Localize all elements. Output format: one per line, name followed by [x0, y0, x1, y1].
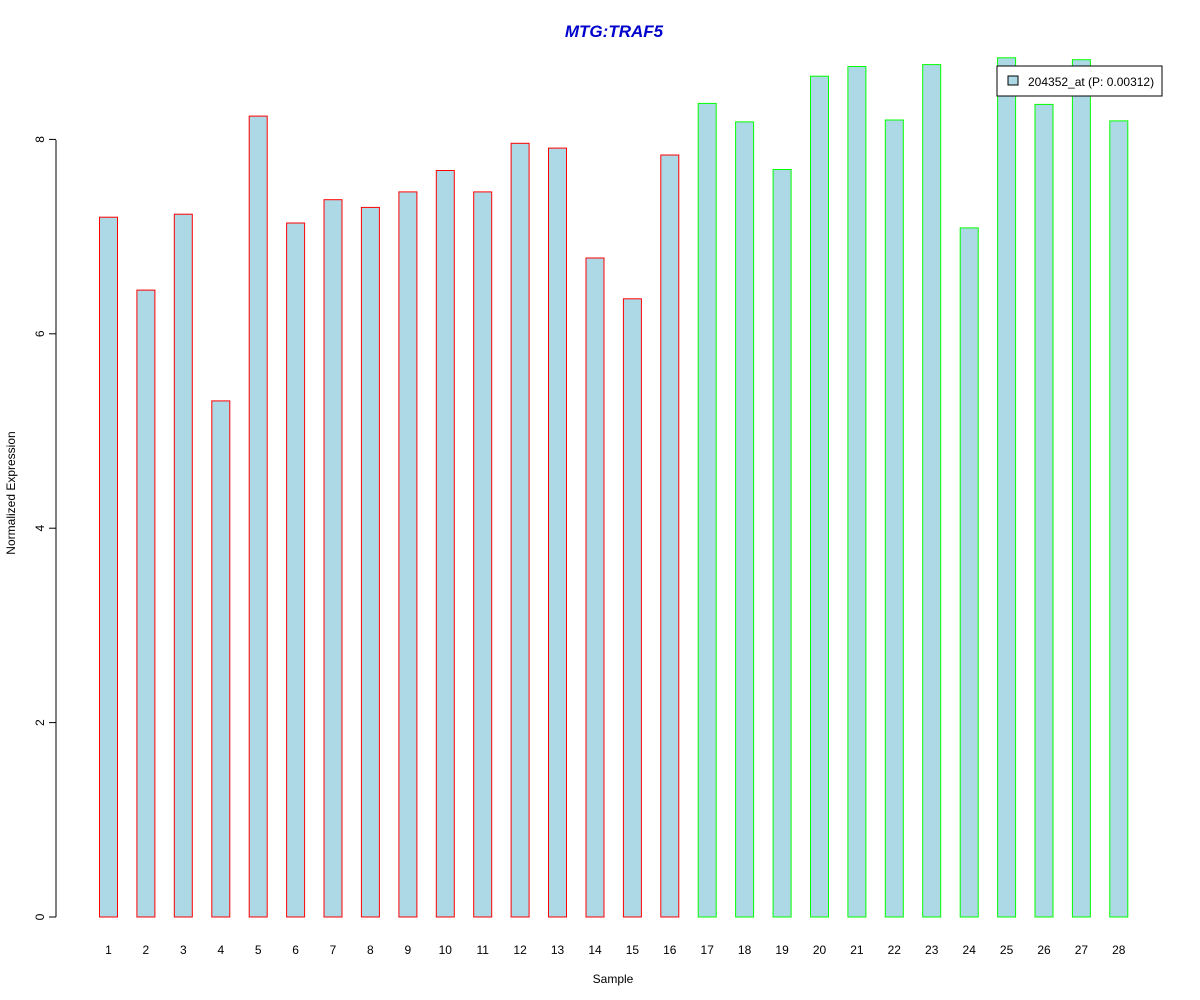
bars-group: [99, 57, 1129, 918]
x-tick-label: 9: [405, 943, 412, 957]
x-tick-label: 3: [180, 943, 187, 957]
bar-sample-28: [1109, 120, 1129, 918]
y-axis: 0 2 4 6 8: [33, 136, 57, 920]
legend-swatch: [1007, 75, 1019, 86]
x-tick-label: 2: [143, 943, 150, 957]
bar-sample-22: [884, 119, 904, 918]
x-tick-label: 10: [439, 943, 453, 957]
chart-title: MTG:TRAF5: [565, 22, 664, 41]
x-tick-label: 28: [1112, 943, 1126, 957]
legend-label: 204352_at (P: 0.00312): [1028, 75, 1154, 89]
x-tick-label: 22: [888, 943, 902, 957]
x-tick-label: 12: [513, 943, 527, 957]
y-tick-label: 4: [33, 525, 47, 532]
bar-sample-27: [1071, 59, 1091, 918]
bar-sample-20: [810, 75, 829, 918]
bar-sample-4: [211, 400, 231, 918]
y-tick-label: 6: [33, 330, 47, 337]
x-tick-label: 26: [1037, 943, 1051, 957]
y-tick-label: 0: [33, 913, 47, 920]
bar-sample-7: [323, 199, 343, 918]
y-tick-label: 2: [33, 719, 47, 726]
x-tick-label: 23: [925, 943, 939, 957]
x-tick-label: 24: [963, 943, 977, 957]
y-tick-label: 8: [33, 136, 47, 143]
bar-sample-11: [473, 191, 493, 918]
bar-sample-14: [585, 257, 605, 918]
y-axis-title: Normalized Expression: [4, 431, 18, 554]
bar-sample-24: [959, 227, 979, 918]
x-tick-label: 7: [330, 943, 337, 957]
bar-sample-2: [136, 289, 156, 918]
x-axis-title: Sample: [593, 972, 634, 986]
x-tick-label: 8: [367, 943, 374, 957]
x-tick-label: 14: [588, 943, 602, 957]
x-tick-label: 13: [551, 943, 565, 957]
x-tick-label: 21: [850, 943, 864, 957]
bar-sample-13: [548, 147, 567, 918]
bar-sample-15: [622, 298, 642, 918]
legend-box: [996, 65, 1163, 97]
x-tick-labels: 1 2 3 4 5 6 7 8 9 10 11 12 13 14 15 16 17 18 19 20 21 22 23 24 2…: [105, 943, 1126, 957]
x-tick-label: 17: [701, 943, 715, 957]
x-tick-label: 1: [105, 943, 112, 957]
bar-sample-17: [697, 102, 717, 918]
x-tick-label: 11: [476, 943, 489, 957]
bar-sample-5: [248, 115, 268, 918]
x-tick-label: 6: [292, 943, 299, 957]
bar-sample-25: [997, 57, 1017, 918]
x-tick-label: 15: [626, 943, 640, 957]
x-tick-label: 27: [1075, 943, 1089, 957]
x-tick-label: 20: [813, 943, 827, 957]
x-tick-label: 18: [738, 943, 752, 957]
bar-sample-23: [922, 64, 942, 918]
x-tick-label: 16: [663, 943, 677, 957]
x-tick-label: 5: [255, 943, 262, 957]
bar-sample-10: [435, 170, 455, 918]
bar-sample-9: [398, 191, 418, 918]
bar-sample-19: [772, 169, 792, 918]
bar-sample-26: [1034, 103, 1054, 918]
bar-sample-6: [286, 222, 306, 918]
bar-sample-1: [99, 216, 118, 918]
bar-sample-21: [847, 66, 867, 918]
bar-sample-18: [735, 121, 755, 918]
x-tick-label: 19: [775, 943, 789, 957]
bar-sample-8: [360, 206, 380, 918]
legend: 204352_at (P: 0.00312): [996, 65, 1163, 97]
bar-sample-16: [660, 154, 680, 918]
bar-sample-3: [173, 213, 193, 918]
x-tick-label: 4: [217, 943, 224, 957]
bar-sample-12: [510, 142, 530, 918]
x-tick-label: 25: [1000, 943, 1014, 957]
